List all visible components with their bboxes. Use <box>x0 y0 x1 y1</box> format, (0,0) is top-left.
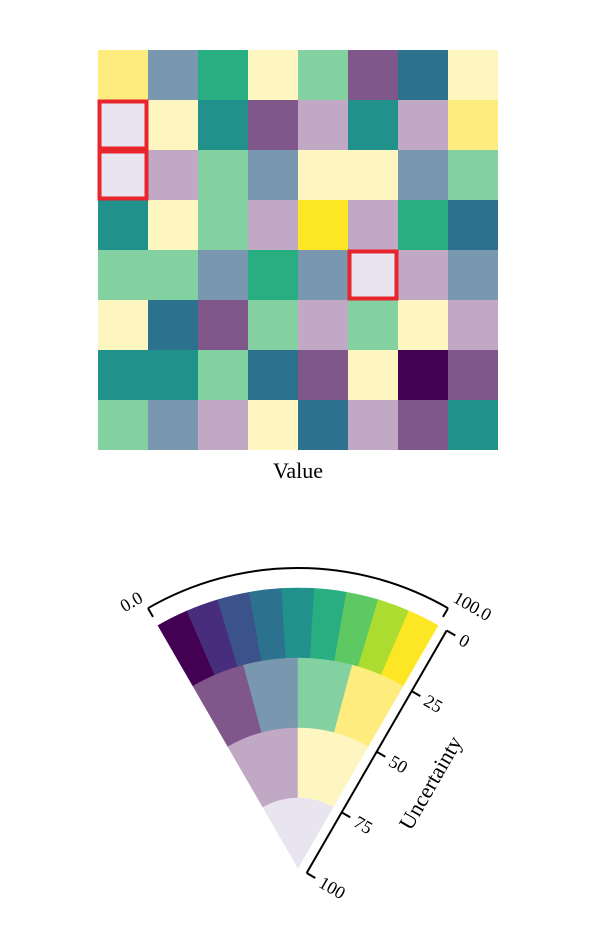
heatmap-cell <box>98 150 148 200</box>
heatmap-cell <box>198 100 248 150</box>
heatmap-cell <box>348 150 398 200</box>
heatmap-cell <box>398 350 448 400</box>
heatmap-cell <box>448 250 498 300</box>
uncertainty-axis-tick <box>306 872 316 879</box>
highlight-outlines <box>97 99 399 301</box>
heatmap-cell <box>348 400 398 450</box>
uncertainty-axis-tick-label: 50 <box>386 751 412 777</box>
heatmap-cell <box>248 400 298 450</box>
highlight-outline <box>347 249 399 301</box>
heatmap-cell <box>248 350 298 400</box>
heatmap-cell <box>348 300 398 350</box>
heatmap-cell <box>448 100 498 150</box>
heatmap-cell <box>448 300 498 350</box>
heatmap-cell <box>348 100 398 150</box>
heatmap-cell <box>148 200 198 250</box>
heatmap-cell <box>198 200 248 250</box>
heatmap-cell <box>398 250 448 300</box>
highlight-outline <box>97 149 149 201</box>
heatmap-cell <box>298 250 348 300</box>
heatmap-cell <box>248 150 298 200</box>
heatmap-cell <box>98 50 148 100</box>
heatmap-cell <box>148 250 198 300</box>
heatmap-cell <box>98 350 148 400</box>
heatmap-cell <box>148 400 198 450</box>
heatmap-cell <box>348 50 398 100</box>
x-axis-label: Value <box>273 458 323 483</box>
heatmap-cell <box>298 100 348 150</box>
heatmap-cell <box>98 300 148 350</box>
uncertainty-axis-tick-label: 0 <box>456 630 474 652</box>
heatmap-grid <box>98 50 498 450</box>
heatmap-cell <box>298 300 348 350</box>
heatmap-cell <box>98 200 148 250</box>
value-axis-tick <box>147 607 154 618</box>
uncertainty-axis-tick <box>376 750 386 758</box>
heatmap-cell <box>248 50 298 100</box>
heatmap-cell <box>398 100 448 150</box>
uncertainty-axis-label: Uncertainty <box>394 732 468 834</box>
heatmap-cell <box>248 200 298 250</box>
heatmap-cell <box>348 350 398 400</box>
heatmap-cell <box>348 250 398 300</box>
heatmap-cell <box>148 100 198 150</box>
heatmap-cell <box>448 400 498 450</box>
heatmap-cell <box>398 150 448 200</box>
uncertainty-axis-tick-label: 100 <box>316 872 349 903</box>
legend-wedge-cell <box>281 587 315 659</box>
heatmap-cell <box>448 200 498 250</box>
heatmap-cell <box>298 50 348 100</box>
heatmap-cell <box>248 300 298 350</box>
uncertainty-axis-tick <box>446 629 456 637</box>
heatmap-cell <box>298 150 348 200</box>
legend-wedge-cell <box>262 797 334 869</box>
value-axis-arc <box>147 566 449 610</box>
heatmap-cell <box>98 400 148 450</box>
value-axis-tick <box>442 607 449 618</box>
heatmap-cell <box>298 350 348 400</box>
heatmap-cell <box>198 150 248 200</box>
heatmap-cell <box>398 400 448 450</box>
heatmap-cell <box>448 350 498 400</box>
heatmap-cell <box>298 400 348 450</box>
value-axis-tick-label: 0.0 <box>117 587 146 616</box>
heatmap-cell <box>148 300 198 350</box>
heatmap-cell <box>348 200 398 250</box>
heatmap-cell <box>248 100 298 150</box>
highlight-outline <box>97 99 149 151</box>
heatmap-cell <box>198 350 248 400</box>
heatmap-cell <box>148 150 198 200</box>
heatmap-cell <box>398 300 448 350</box>
uncertainty-axis-tick-label: 75 <box>351 812 377 838</box>
heatmap-cell <box>198 250 248 300</box>
heatmap-cell <box>98 250 148 300</box>
heatmap-cell <box>198 50 248 100</box>
heatmap-cell <box>148 350 198 400</box>
heatmap-cell <box>148 50 198 100</box>
heatmap-cell <box>448 150 498 200</box>
heatmap-cell <box>448 50 498 100</box>
heatmap-cell <box>98 100 148 150</box>
heatmap-cell <box>198 300 248 350</box>
value-axis-tick-label: 100.0 <box>450 587 495 625</box>
heatmap-cell <box>198 400 248 450</box>
uncertainty-legend: 0.0 100.0 0 25 50 75 100 Uncertainty <box>117 566 495 903</box>
uncertainty-axis-tick <box>341 811 351 819</box>
heatmap-cell <box>298 200 348 250</box>
heatmap-cell <box>398 50 448 100</box>
heatmap-cell <box>398 200 448 250</box>
uncertainty-axis-tick <box>411 690 421 698</box>
uncertainty-axis-tick-label: 25 <box>421 690 447 716</box>
heatmap-cell <box>248 250 298 300</box>
